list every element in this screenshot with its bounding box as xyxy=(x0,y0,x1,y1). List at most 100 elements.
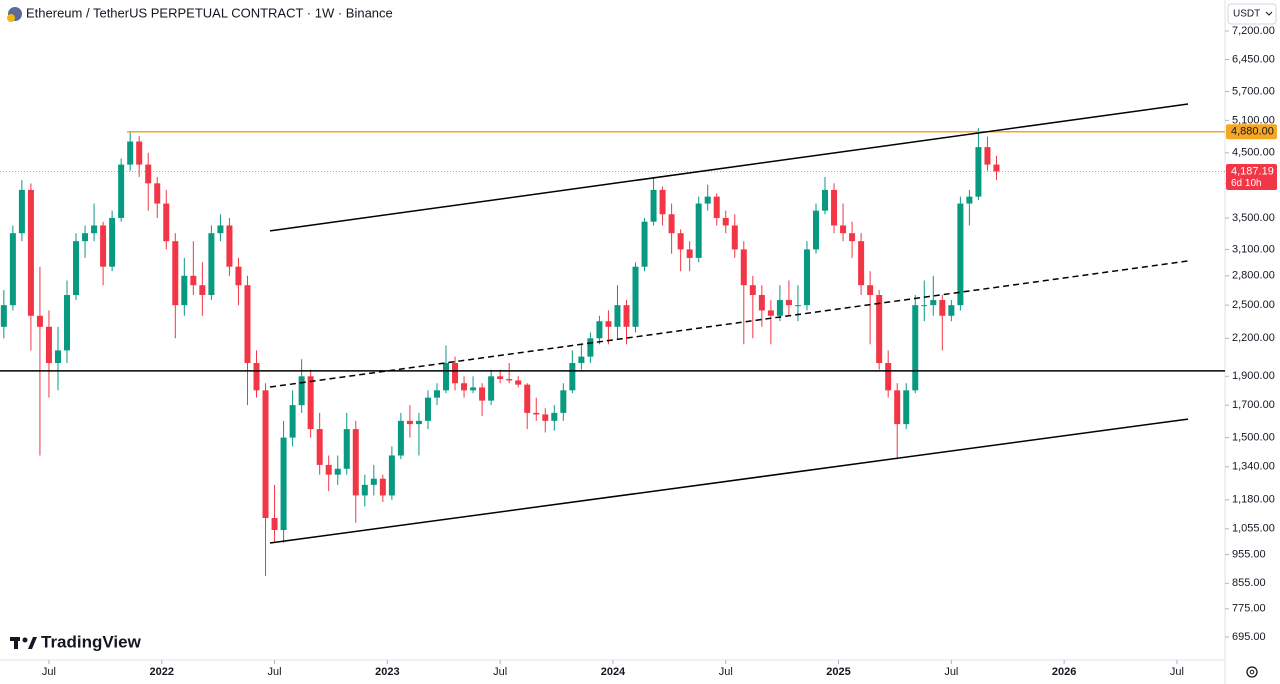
trend-line xyxy=(269,260,1189,388)
candle-body xyxy=(614,305,621,327)
currency-label[interactable]: USDT xyxy=(1233,9,1260,20)
y-tick-label: 1,055.00 xyxy=(1232,523,1275,535)
candle-body xyxy=(64,295,71,351)
candle-body xyxy=(226,225,233,267)
candle-body xyxy=(939,300,946,316)
candle-body xyxy=(470,387,477,391)
candle-body xyxy=(551,412,558,421)
candle-body xyxy=(82,233,89,242)
candle-body xyxy=(208,233,215,296)
candle-body xyxy=(822,189,829,211)
candle-body xyxy=(298,376,305,406)
symbol-icon xyxy=(7,7,22,22)
price-label: 4,880.00 xyxy=(1231,126,1274,138)
x-tick-label: Jul xyxy=(42,666,56,678)
candle-body xyxy=(587,338,594,357)
candle-body xyxy=(361,484,368,496)
candle-body xyxy=(524,384,531,413)
candle-body xyxy=(794,305,801,307)
trend-line xyxy=(269,103,1189,232)
candle-body xyxy=(406,420,413,425)
candle-body xyxy=(18,189,25,234)
candle-body xyxy=(244,285,251,364)
y-tick-label: 955.00 xyxy=(1232,549,1266,561)
candle-body xyxy=(704,196,711,204)
candle-body xyxy=(136,141,143,165)
candle-body xyxy=(722,217,729,226)
candle-body xyxy=(767,310,774,316)
candle-body xyxy=(415,420,422,425)
candle-body xyxy=(45,326,52,364)
y-tick-label: 3,100.00 xyxy=(1232,243,1275,255)
candle-body xyxy=(73,241,80,296)
candle-body xyxy=(966,196,973,204)
candle-body xyxy=(91,225,98,234)
candle-body xyxy=(596,321,603,339)
x-tick-label: Jul xyxy=(944,666,958,678)
candle-body xyxy=(695,203,702,258)
y-tick-label: 5,100.00 xyxy=(1232,114,1275,126)
candle-body xyxy=(803,249,810,306)
candle-body xyxy=(921,305,928,307)
x-tick-label: 2022 xyxy=(150,666,174,678)
candle-body xyxy=(713,196,720,218)
candle-body xyxy=(289,405,296,438)
candle-body xyxy=(785,300,792,306)
candle-body xyxy=(569,363,576,391)
x-tick-label: 2025 xyxy=(826,666,850,678)
x-tick-label: Jul xyxy=(1170,666,1184,678)
candle-body xyxy=(686,249,693,258)
candle-body xyxy=(352,429,359,496)
candle-body xyxy=(262,390,269,518)
candle-body xyxy=(930,300,937,306)
settings-icon[interactable] xyxy=(1246,666,1258,678)
candle-body xyxy=(831,189,838,226)
x-tick-label: Jul xyxy=(719,666,733,678)
y-tick-label: 2,800.00 xyxy=(1232,270,1275,282)
x-tick-label: 2024 xyxy=(601,666,626,678)
candle-body xyxy=(542,414,549,421)
candle-body xyxy=(948,305,955,316)
x-tick-label: 2026 xyxy=(1052,666,1076,678)
candle-body xyxy=(397,420,404,456)
y-tick-label: 1,500.00 xyxy=(1232,431,1275,443)
candle-body xyxy=(307,376,314,430)
price-label-box xyxy=(1226,163,1277,190)
header-title: Ethereum / TetherUS PERPETUAL CONTRACT ·… xyxy=(26,5,393,20)
candle-body xyxy=(343,429,350,469)
candle-body xyxy=(858,241,865,286)
x-tick-label: Jul xyxy=(268,666,282,678)
candle-body xyxy=(677,233,684,250)
y-tick-label: 695.00 xyxy=(1232,631,1266,643)
candle-body xyxy=(578,356,585,364)
candle-body xyxy=(758,295,765,311)
candle-body xyxy=(840,225,847,234)
candle-body xyxy=(271,517,278,531)
candle-body xyxy=(479,387,486,401)
candle-body xyxy=(912,305,919,391)
candle-body xyxy=(9,233,16,306)
candle-body xyxy=(659,189,666,215)
y-tick-label: 4,500.00 xyxy=(1232,147,1275,159)
candle-body xyxy=(497,376,504,380)
candle-body xyxy=(776,300,783,316)
candle-body xyxy=(533,412,540,415)
trend-line xyxy=(269,418,1189,544)
candle-body xyxy=(172,241,179,306)
candle-body xyxy=(443,363,450,391)
candle-body xyxy=(379,478,386,496)
candle-body xyxy=(993,164,1000,172)
candle-body xyxy=(334,468,341,475)
currency-select[interactable]: USDT xyxy=(1227,3,1277,25)
candle-body xyxy=(388,455,395,496)
candle-body xyxy=(145,164,152,184)
candle-body xyxy=(433,390,440,398)
candle-body xyxy=(181,275,188,306)
candle-body xyxy=(217,225,224,234)
y-tick-label: 6,450.00 xyxy=(1232,53,1275,65)
candle-body xyxy=(650,189,657,222)
y-tick-label: 2,500.00 xyxy=(1232,299,1275,311)
candle-body xyxy=(253,363,260,391)
